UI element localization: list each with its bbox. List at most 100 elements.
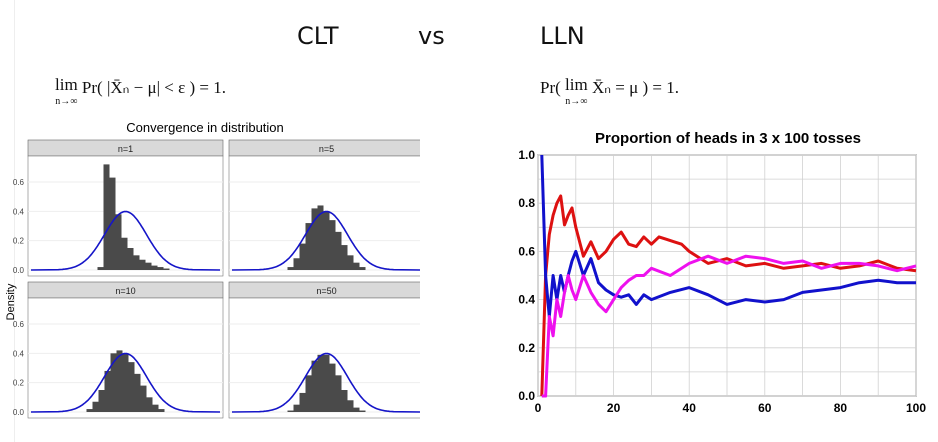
histogram-bar <box>110 353 117 412</box>
facet-strip-label: n=5 <box>319 144 334 154</box>
histogram-bar <box>128 362 135 412</box>
y-tick-label: 0.4 <box>13 349 25 358</box>
histogram-bar <box>359 410 366 412</box>
histogram-bar <box>103 164 110 270</box>
normal-density-curve <box>231 352 420 413</box>
x-tick-label: 60 <box>758 401 772 415</box>
histogram-bar <box>140 385 147 412</box>
histogram-bar <box>323 354 330 412</box>
normal-density-curve <box>231 210 420 271</box>
x-tick-label: 0 <box>535 401 542 415</box>
histogram-bar <box>293 258 300 270</box>
facet-strip-label: n=10 <box>115 286 135 296</box>
normal-density-curve <box>30 210 221 271</box>
series-line-1 <box>540 154 916 318</box>
normal-density-curve <box>30 352 221 413</box>
histogram-bar <box>353 262 360 270</box>
histogram-bar <box>92 401 99 412</box>
x-tick-label: 40 <box>683 401 697 415</box>
histogram-bar <box>335 231 342 270</box>
lln-heading: LLN <box>540 22 585 50</box>
histogram-bar <box>145 262 152 270</box>
histogram-bar <box>139 259 146 270</box>
histogram-bar <box>152 404 159 412</box>
clt-y-axis-label: Density <box>5 283 17 320</box>
histogram-bar <box>317 205 324 270</box>
y-tick-label: 0.2 <box>518 341 535 355</box>
clt-expr: Pr( |X̄ₙ − μ| < ε ) = 1. <box>81 78 226 97</box>
lln-lim-sub: n→∞ <box>565 96 588 107</box>
lln-chart: Proportion of heads in 3 x 100 tosses 0 20… <box>518 130 926 415</box>
y-tick-label: 0.4 <box>13 207 25 216</box>
histogram-bar <box>311 360 318 412</box>
y-tick-label: 0.0 <box>13 408 25 417</box>
histogram-bar <box>335 375 342 412</box>
y-tick-label: 0.2 <box>13 237 25 246</box>
histogram-bar <box>323 211 330 270</box>
y-tick-label: 0.2 <box>13 379 25 388</box>
histogram-bar <box>299 243 306 270</box>
histogram-bar <box>104 370 111 412</box>
histogram-bar <box>116 350 123 412</box>
y-tick-label: 0.0 <box>13 266 25 275</box>
facet-strip-label: n=50 <box>316 286 336 296</box>
histogram-bar <box>157 267 164 270</box>
clt-chart-title: Convergence in distribution <box>126 120 284 135</box>
histogram-bar <box>121 237 128 270</box>
histogram-bar <box>329 363 336 412</box>
histogram-bar <box>127 248 134 270</box>
histogram-bar <box>287 267 294 270</box>
y-tick-label: 0.4 <box>518 293 535 307</box>
lln-pre: Pr( <box>540 78 561 97</box>
facet-strip-label: n=1 <box>118 144 133 154</box>
histogram-bar <box>133 255 140 270</box>
x-tick-label: 20 <box>607 401 621 415</box>
y-tick-label: 0.6 <box>13 178 25 187</box>
histogram-bar <box>359 267 366 270</box>
histogram-bar <box>287 410 294 412</box>
histogram-bar <box>151 265 158 270</box>
y-tick-label: 0.6 <box>518 244 535 258</box>
histogram-bar <box>347 400 354 412</box>
histogram-bar <box>163 268 170 270</box>
histogram-bar <box>86 409 93 412</box>
histogram-bar <box>146 397 153 412</box>
histogram-bar <box>115 214 122 270</box>
lln-expr: X̄ₙ = μ ) = 1. <box>591 78 679 97</box>
lln-chart-title: Proportion of heads in 3 x 100 tosses <box>595 130 861 147</box>
histogram-bar <box>317 354 324 412</box>
x-tick-label: 80 <box>834 401 848 415</box>
histogram-bar <box>158 409 165 412</box>
histogram-bar <box>109 177 116 270</box>
y-tick-label: 0.8 <box>518 196 535 210</box>
clt-lim: lim <box>55 75 78 94</box>
histogram-bar <box>347 255 354 270</box>
lln-lim: lim <box>565 75 588 94</box>
histogram-bar <box>329 220 336 270</box>
histogram-bar <box>134 373 141 412</box>
histogram-bar <box>341 245 348 270</box>
series-line-2 <box>541 254 917 398</box>
series-line-0 <box>540 194 917 397</box>
x-tick-label: 100 <box>906 401 926 415</box>
left-edge-strip <box>0 0 15 442</box>
histogram-bar <box>299 392 306 412</box>
histogram-bar <box>305 375 312 412</box>
clt-formula: lim n→∞ Pr( |X̄ₙ − μ| < ε ) = 1. <box>55 75 226 109</box>
histogram-bar <box>353 407 360 412</box>
y-tick-label: 0.0 <box>518 389 535 403</box>
histogram-bar <box>341 390 348 412</box>
histogram-bar <box>311 208 318 270</box>
y-tick-label: 1.0 <box>518 148 535 162</box>
y-tick-label: 0.6 <box>13 320 25 329</box>
histogram-bar <box>122 353 129 412</box>
histogram-bar <box>98 390 105 412</box>
histogram-bar <box>293 404 300 412</box>
histogram-bar <box>305 223 312 270</box>
vs-heading: vs <box>418 22 445 50</box>
clt-chart: Convergence in distribution Density n=1 0.0… <box>5 120 420 419</box>
histogram-bar <box>97 267 104 270</box>
clt-lim-sub: n→∞ <box>55 96 78 107</box>
lln-formula: Pr( lim n→∞ X̄ₙ = μ ) = 1. <box>540 75 679 109</box>
clt-heading: CLT <box>297 22 339 50</box>
